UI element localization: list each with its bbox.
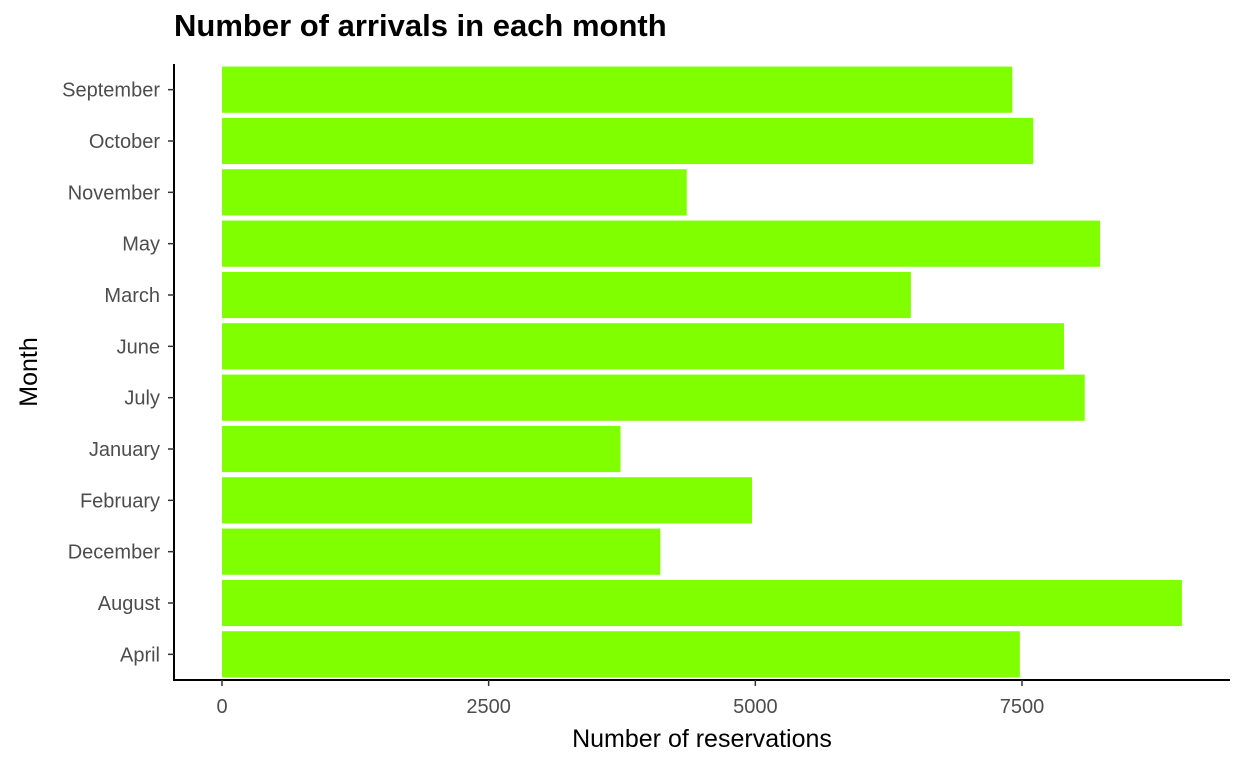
bars-layer [222,66,1182,678]
bar-april [222,631,1020,678]
chart-title: Number of arrivals in each month [174,8,667,43]
x-ticks-layer: 0 2500 5000 7500 [216,680,1044,718]
x-tick-label-7500: 7500 [1000,696,1045,718]
y-tick-label-february: February [80,490,160,512]
y-tick-label-september: September [62,80,160,102]
y-tick-label-june: June [117,336,160,358]
x-tick-label-0: 0 [216,696,227,718]
y-axis-title: Month [15,337,43,406]
bar-july [222,374,1085,421]
y-tick-label-december: December [68,542,161,564]
bar-august [222,579,1182,627]
y-tick-label-january: January [89,439,160,461]
bar-november [222,169,687,216]
bar-october [222,117,1034,165]
bar-february [222,477,753,524]
y-tick-label-april: April [120,644,160,666]
x-tick-label-5000: 5000 [733,696,778,718]
y-tick-label-october: October [89,131,160,153]
axes-layer [173,64,1230,681]
y-tick-label-july: July [124,388,160,410]
y-tick-label-march: March [104,285,160,307]
x-axis-title: Number of reservations [572,725,832,753]
bar-september [222,66,1013,113]
bar-may [222,220,1101,267]
y-tick-label-may: May [122,234,160,256]
y-tick-label-november: November [68,182,161,204]
bar-december [222,528,661,575]
y-ticks-layer: September October November May March June July… [62,80,174,666]
bar-march [222,271,911,319]
bar-january [222,425,621,473]
x-tick-label-2500: 2500 [466,696,511,718]
y-tick-label-august: August [98,593,161,615]
bar-june [222,323,1065,370]
